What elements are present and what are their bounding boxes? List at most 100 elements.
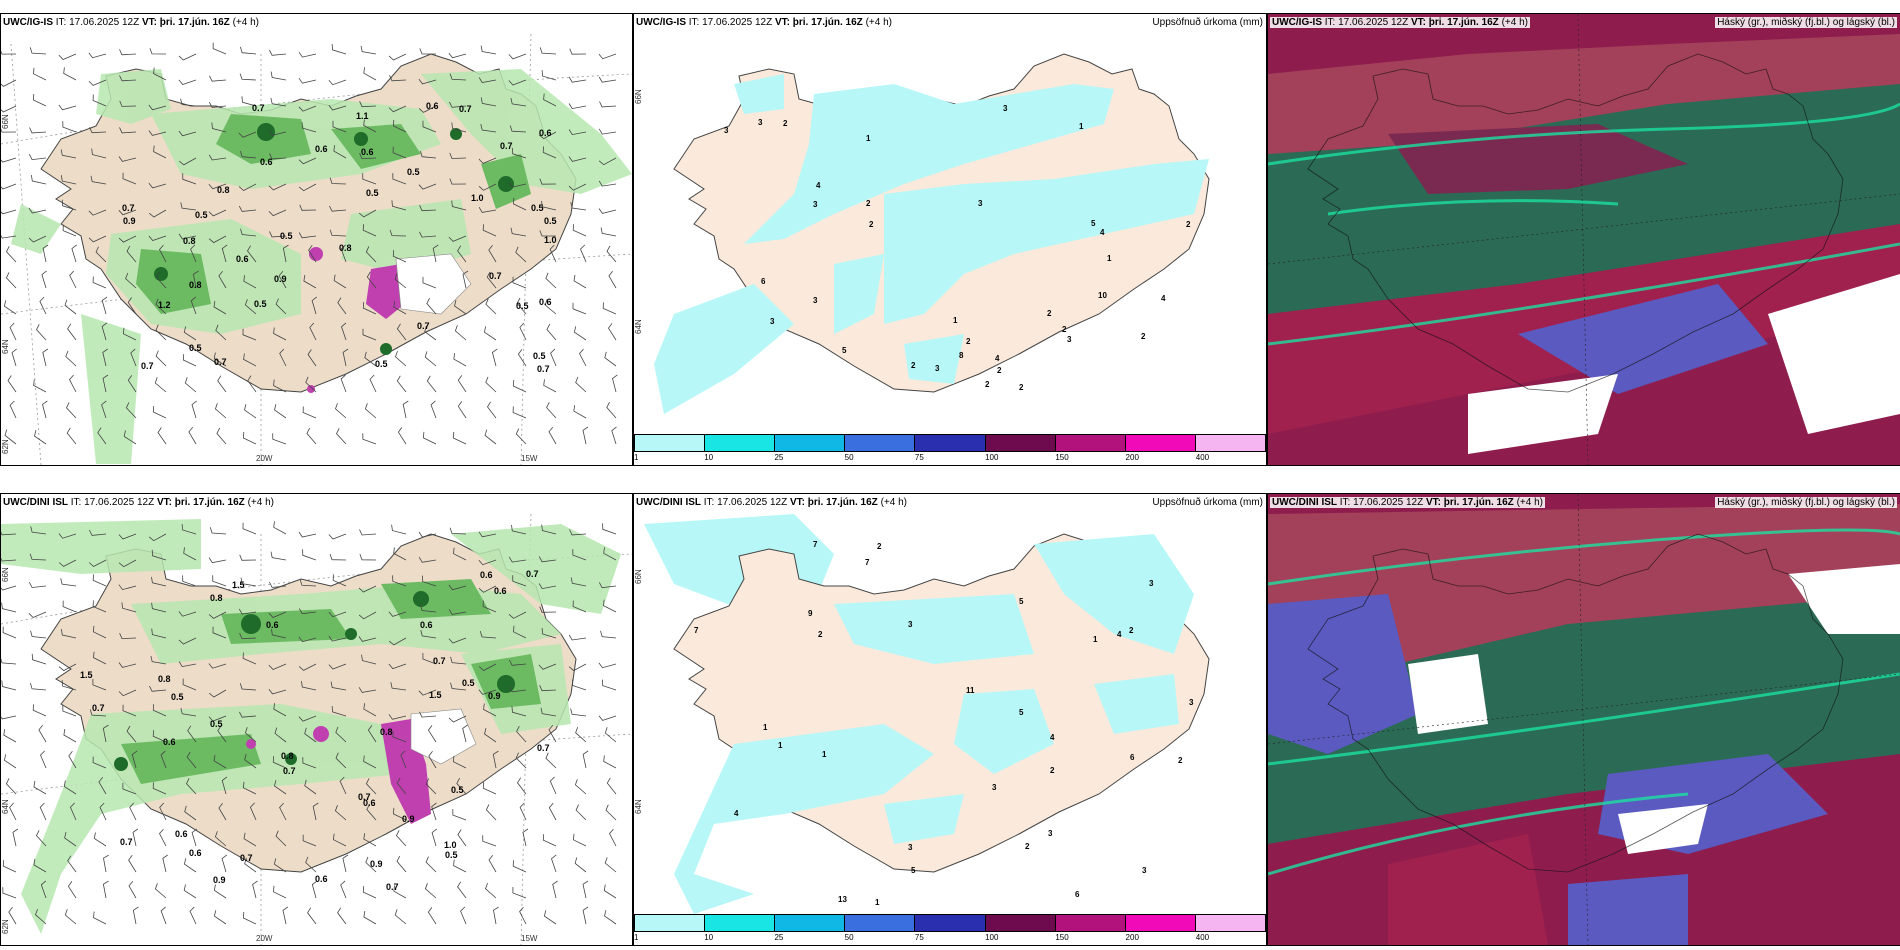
- wind-barb: [42, 400, 48, 419]
- wind-barb: [66, 402, 77, 419]
- wind-barb: [58, 104, 77, 111]
- wind-barb: [304, 779, 317, 795]
- legend-swatch: [915, 435, 986, 451]
- wind-barb: [480, 97, 497, 107]
- wind-barb: [396, 375, 407, 393]
- wind-barb: [178, 157, 197, 166]
- wind-barb: [517, 349, 527, 367]
- wind-barb: [69, 374, 77, 393]
- panel-title: UWC/IG-IS IT: 17.06.2025 12Z VT: þri. 17…: [3, 17, 259, 28]
- wind-barb: [574, 857, 587, 873]
- wind-barb: [30, 682, 47, 691]
- wind-barb: [362, 302, 377, 315]
- wind-barb: [478, 157, 497, 164]
- wind-barb: [5, 272, 17, 289]
- value-label: 5: [911, 866, 916, 875]
- wind-barb: [247, 375, 257, 393]
- wind-barb: [451, 200, 467, 211]
- wind-barb: [11, 348, 17, 367]
- wind-barb: [611, 426, 617, 445]
- wind-barb: [242, 431, 257, 445]
- wind-barb: [548, 426, 557, 445]
- wind-barb: [88, 559, 107, 567]
- value-label: 0.7: [417, 321, 430, 331]
- wind-barb: [602, 679, 617, 691]
- wind-barb: [213, 352, 227, 367]
- wind-barb: [9, 802, 17, 821]
- wind-barb: [358, 636, 377, 642]
- wind-barb: [58, 663, 77, 672]
- wind-barb: [101, 400, 107, 419]
- value-label: 2: [1129, 626, 1134, 635]
- wind-barb: [130, 348, 137, 367]
- wind-barb: [125, 272, 137, 289]
- wind-barb: [58, 559, 77, 567]
- wind-barb: [480, 45, 497, 55]
- value-label: 2: [1047, 309, 1052, 318]
- wind-barb: [67, 855, 77, 873]
- wind-barb: [426, 375, 437, 393]
- value-label: 6: [1075, 890, 1080, 899]
- wind-barb: [35, 908, 47, 925]
- wind-barb: [31, 175, 47, 185]
- wind-barb: [582, 880, 589, 899]
- value-label: 0.5: [407, 167, 420, 177]
- value-label: 2: [966, 337, 971, 346]
- wind-barb: [269, 581, 287, 588]
- wind-barb: [330, 681, 347, 691]
- wind-barb: [328, 663, 347, 670]
- wind-barb: [422, 120, 437, 133]
- wind-barb: [208, 101, 227, 108]
- wind-barb: [188, 426, 197, 445]
- wind-barb: [425, 778, 437, 795]
- wind-barb: [93, 911, 107, 925]
- wind-barb: [183, 884, 197, 899]
- legend-tick-label: 200: [1125, 453, 1139, 462]
- wind-barb: [573, 326, 587, 341]
- value-label: 0.6: [539, 297, 552, 307]
- wind-barb: [209, 527, 227, 535]
- wind-barb: [549, 776, 557, 795]
- value-label: 0.7: [122, 203, 135, 213]
- wind-barb: [335, 752, 347, 769]
- wind-barb: [208, 183, 227, 190]
- wind-barb: [28, 207, 47, 214]
- wind-barb: [102, 348, 108, 367]
- wind-barb: [482, 782, 497, 795]
- legend-tick-label: 50: [844, 453, 854, 462]
- wind-barb: [279, 348, 287, 367]
- value-label: 0.6: [175, 829, 188, 839]
- value-label: 2: [1019, 383, 1024, 392]
- wind-barb: [278, 270, 287, 289]
- wind-barb: [221, 854, 228, 873]
- wind-barb: [579, 348, 587, 367]
- value-label: 6: [761, 277, 766, 286]
- accum-legend: 1 10 25 50 75 100 150 200 400: [634, 434, 1266, 462]
- wind-barb: [362, 328, 377, 341]
- value-label: 4: [1100, 228, 1105, 237]
- wind-barb: [456, 777, 467, 795]
- wind-barb: [545, 752, 557, 769]
- value-label: 3: [813, 296, 818, 305]
- value-label: 3: [813, 200, 818, 209]
- wind-barb: [388, 53, 407, 61]
- wind-barb: [328, 611, 347, 618]
- value-label: 0.5: [189, 343, 202, 353]
- wind-barb: [218, 270, 227, 289]
- wind-barb: [178, 637, 197, 645]
- wind-barb: [337, 297, 347, 315]
- wind-barb: [211, 122, 227, 133]
- value-label: 0.7: [537, 364, 550, 374]
- wind-barb: [478, 183, 497, 191]
- wind-barb: [62, 121, 77, 133]
- value-label: 3: [724, 126, 729, 135]
- value-label: 3: [1149, 579, 1154, 588]
- value-label: 0.9: [370, 859, 383, 869]
- wind-barb: [396, 323, 407, 341]
- wind-barb: [418, 531, 437, 538]
- wind-barb: [36, 830, 47, 847]
- value-label: 0.8: [380, 727, 393, 737]
- wind-barb: [365, 856, 377, 873]
- wind-barb: [12, 828, 19, 847]
- wind-barb: [181, 523, 197, 535]
